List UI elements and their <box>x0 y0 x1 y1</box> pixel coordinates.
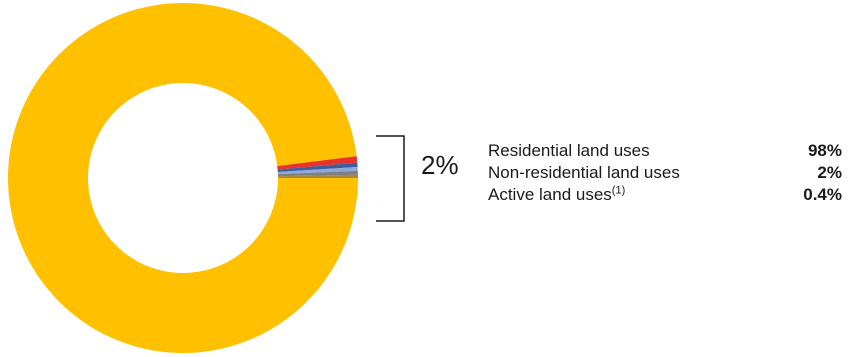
legend-footnote-marker: (1) <box>611 184 626 197</box>
bracket-percent-label: 2% <box>421 150 459 180</box>
legend-label-non-residential: Non-residential land uses <box>488 163 680 182</box>
legend-value-non-residential: 2% <box>817 163 842 182</box>
legend-row-non-residential: Non-residential land uses 2% <box>488 162 848 184</box>
legend-label-residential: Residential land uses <box>488 141 650 160</box>
legend-value-residential: 98% <box>807 141 842 160</box>
slice-grey <box>277 170 358 177</box>
donut-chart <box>8 3 405 354</box>
bracket-line <box>376 135 405 222</box>
slice-red <box>277 156 358 170</box>
donut-slices <box>8 3 358 354</box>
legend-row-residential: Residential land uses 98% <box>488 140 848 162</box>
slice-dark-blue <box>277 162 358 173</box>
legend-label-active: Active land uses <box>488 185 612 204</box>
slice-olive <box>277 174 358 178</box>
legend: Residential land uses 98% Non-residentia… <box>488 140 848 206</box>
legend-value-active: 0.4% <box>803 185 842 204</box>
slice-residential <box>8 3 358 354</box>
legend-row-active: Active land uses(1) 0.4% <box>488 184 848 206</box>
legend-label-active-wrap: Active land uses(1) <box>488 184 625 206</box>
slice-light-blue <box>277 167 358 175</box>
